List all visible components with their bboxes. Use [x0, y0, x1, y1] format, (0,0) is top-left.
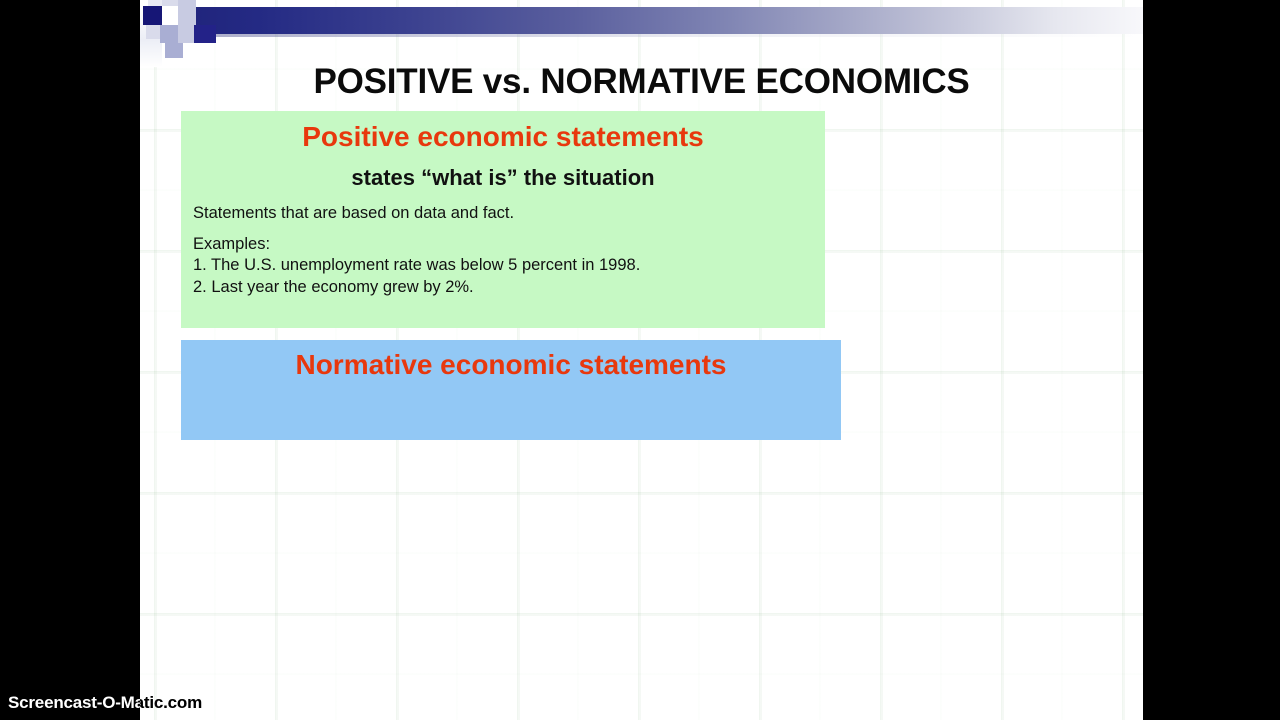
- header-square: [148, 0, 162, 6]
- normative-statements-panel: Normative economic statements: [181, 340, 841, 440]
- positive-statements-panel: Positive economic statements states “wha…: [181, 111, 825, 328]
- header-square: [178, 6, 196, 25]
- presentation-slide: POSITIVE vs. NORMATIVE ECONOMICS Positiv…: [140, 0, 1143, 720]
- header-square: [160, 25, 178, 43]
- header-square: [178, 25, 194, 43]
- header-gradient-bar: [160, 7, 1143, 34]
- slide-title: POSITIVE vs. NORMATIVE ECONOMICS: [313, 62, 970, 101]
- normative-panel-heading: Normative economic statements: [295, 349, 727, 380]
- header-square: [162, 0, 178, 6]
- positive-examples-label: Examples:: [193, 234, 271, 253]
- header-square-navy: [194, 25, 216, 43]
- positive-panel-body: Statements that are based on data and fa…: [181, 205, 825, 295]
- positive-example-item: 1. The U.S. unemployment rate was below …: [193, 256, 641, 274]
- slide-header-decoration: [140, 0, 1143, 67]
- header-square: [146, 25, 160, 39]
- positive-panel-heading: Positive economic statements: [302, 121, 704, 152]
- header-square-navy: [143, 6, 162, 25]
- header-gradient-bar-shadow: [160, 34, 1143, 37]
- header-square: [162, 6, 178, 25]
- positive-example-item: 2. Last year the economy grew by 2%.: [193, 277, 474, 296]
- screencast-watermark: Screencast-O-Matic.com: [8, 693, 203, 712]
- positive-panel-subheading: states “what is” the situation: [351, 165, 655, 190]
- header-square: [178, 0, 196, 7]
- header-square: [165, 43, 183, 58]
- positive-definition-text: Statements that are based on data and fa…: [193, 204, 515, 222]
